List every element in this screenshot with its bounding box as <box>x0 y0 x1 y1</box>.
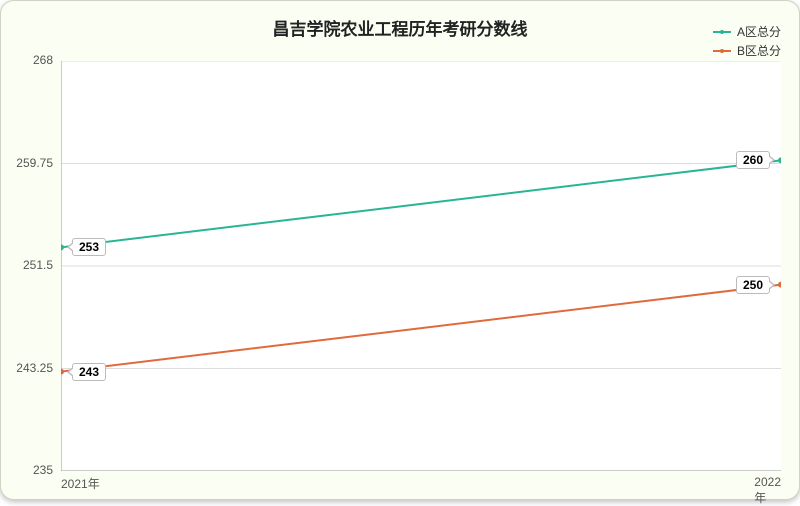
y-tick-label: 259.75 <box>16 156 53 170</box>
legend-swatch-b <box>713 50 731 52</box>
data-point-label: 260 <box>736 151 770 169</box>
y-tick-label: 235 <box>33 463 53 477</box>
plot-area <box>61 61 781 471</box>
data-point-label: 250 <box>736 276 770 294</box>
y-tick-label: 268 <box>33 53 53 67</box>
plot-svg <box>61 61 781 471</box>
x-tick-label: 2022年 <box>754 475 781 506</box>
legend-item-b: B区总分 <box>713 42 781 59</box>
data-point-label: 253 <box>72 238 106 256</box>
chart-title: 昌吉学院农业工程历年考研分数线 <box>1 15 799 40</box>
legend-item-a: A区总分 <box>713 23 781 40</box>
legend-label-b: B区总分 <box>737 42 781 59</box>
chart-container: 昌吉学院农业工程历年考研分数线 A区总分 B区总分 235 243.25 251.5… <box>0 0 800 500</box>
x-tick-label: 2021年 <box>61 475 100 492</box>
legend-swatch-a <box>713 31 731 33</box>
legend: A区总分 B区总分 <box>713 23 781 61</box>
y-tick-label: 243.25 <box>16 361 53 375</box>
legend-label-a: A区总分 <box>737 23 781 40</box>
data-point-label: 243 <box>72 363 106 381</box>
y-tick-label: 251.5 <box>23 258 53 272</box>
